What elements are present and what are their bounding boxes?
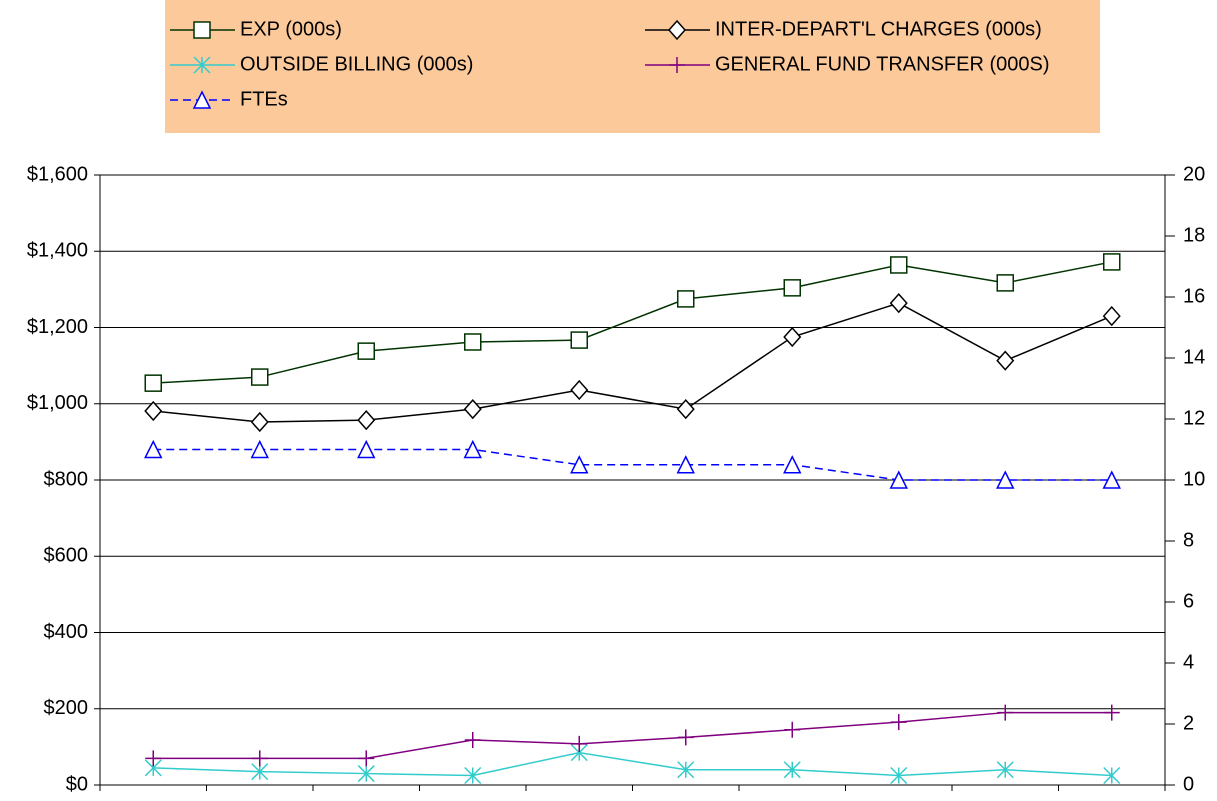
point [996,350,1015,371]
point [464,766,482,784]
y2-tick-label: 14 [1183,346,1205,368]
point [1103,253,1121,271]
point [889,470,908,489]
y2-tick-label: 10 [1183,468,1205,490]
y2-tick-label: 2 [1183,712,1194,734]
legend-label: FTEs [240,88,288,110]
y-tick-label: $200 [44,697,89,719]
point [251,763,269,781]
point [890,714,907,731]
point [250,411,269,433]
y2-tick-label: 8 [1183,529,1194,551]
point [570,331,588,349]
y2-tick-label: 4 [1183,651,1194,673]
point [464,732,481,749]
point [357,439,376,459]
point [357,765,375,783]
y-tick-label: $400 [44,621,89,643]
point [251,750,268,767]
point [571,735,588,752]
point [464,333,482,351]
legend-marker [193,56,211,74]
y-tick-label: $1,600 [27,163,88,185]
point [997,704,1014,721]
point [783,455,802,474]
legend-label: INTER-DEPART'L CHARGES (000s) [715,18,1042,40]
series-line [153,448,1112,481]
y2-tick-label: 18 [1183,224,1205,246]
y2-tick-label: 20 [1183,163,1205,185]
point [996,274,1014,292]
y2-tick-label: 16 [1183,285,1205,307]
y-tick-label: $800 [44,468,89,490]
point [250,439,269,459]
legend-label: GENERAL FUND TRANSFER (000S) [715,53,1050,75]
point [463,398,482,420]
y2-tick-label: 6 [1183,590,1194,612]
point [783,326,802,348]
y-tick-label: $1,000 [27,392,88,414]
point [251,368,269,386]
point [357,410,376,431]
point [358,750,375,767]
point [1102,305,1121,327]
legend-box [165,0,1100,133]
point [1103,704,1120,721]
point [676,398,695,420]
point [890,256,908,274]
y2-tick-label: 12 [1183,407,1205,429]
point [676,455,695,474]
legend-marker [192,90,212,109]
point [144,400,163,422]
point [570,379,589,401]
legend-label: OUTSIDE BILLING (000s) [240,53,473,75]
point [677,290,695,308]
point [144,374,162,392]
point [890,766,908,784]
point [1102,470,1121,489]
point [783,279,801,297]
point [570,455,589,474]
series-line [153,751,1112,777]
point [677,761,695,779]
y-tick-label: $1,200 [27,316,88,338]
y-tick-label: $0 [66,773,88,795]
point [144,439,163,459]
point [677,729,694,746]
point [996,470,1015,489]
point [357,342,375,360]
legend-label: EXP (000s) [240,18,342,40]
y2-tick-label: 0 [1183,773,1194,795]
point [463,439,482,459]
legend-marker [669,57,685,73]
point [996,761,1014,779]
series-line [153,302,1113,423]
y-tick-label: $1,400 [27,240,88,262]
legend-marker [193,21,211,39]
series-line [153,711,1112,760]
legend-marker [667,19,687,41]
point [784,721,801,738]
point [783,761,801,779]
series-line [153,261,1112,384]
point [889,292,908,314]
point [1103,766,1121,784]
point [145,750,162,767]
y-tick-label: $600 [44,545,89,567]
